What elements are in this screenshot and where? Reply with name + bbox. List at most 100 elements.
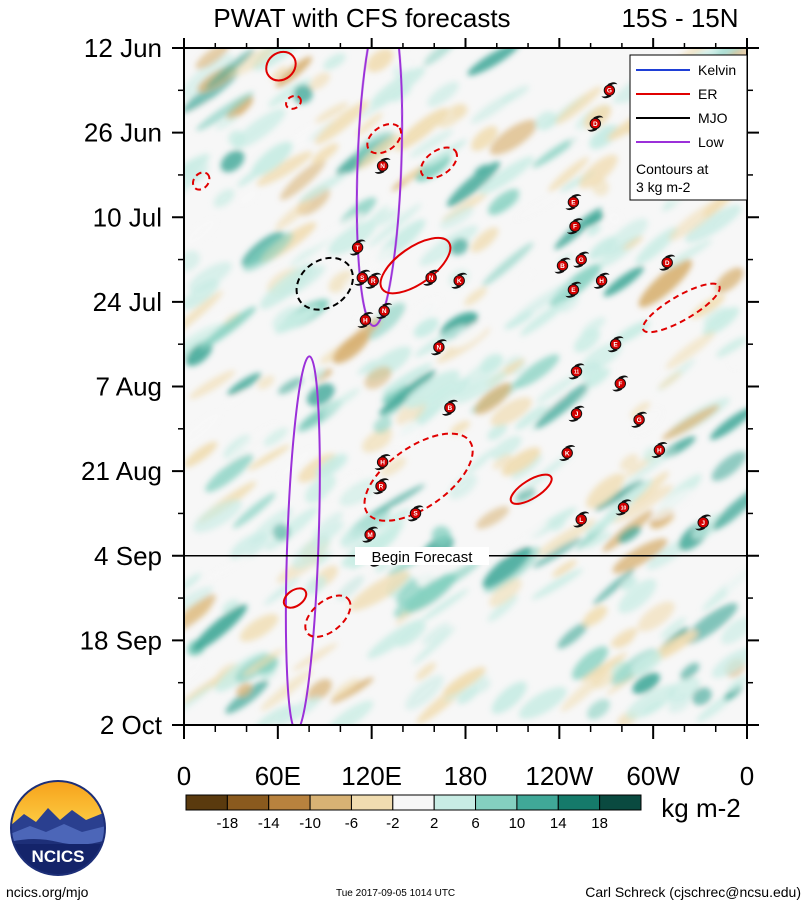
pwat-anomaly (605, 209, 623, 228)
pwat-anomaly (482, 546, 532, 588)
pwat-anomaly (312, 511, 343, 539)
pwat-anomaly (615, 636, 634, 649)
pwat-anomaly (184, 217, 218, 247)
pwat-anomaly (479, 156, 534, 195)
storm-symbol: G (573, 251, 590, 268)
pwat-anomaly (524, 450, 574, 491)
footer-author: Carl Schreck (cjschrec@ncsu.edu) (585, 884, 801, 900)
storm-dot (609, 338, 622, 350)
colorbar-tick-label: -6 (345, 815, 358, 832)
pwat-anomaly (421, 622, 450, 645)
storm-symbol: 11 (568, 363, 585, 380)
pwat-anomaly (489, 578, 522, 607)
colorbar-swatch (350, 794, 394, 811)
pwat-anomaly (501, 447, 541, 476)
pwat-anomaly (444, 674, 489, 702)
storm-dot (567, 284, 580, 296)
storm-symbol: H (651, 442, 668, 458)
pwat-anomaly (330, 677, 374, 704)
pwat-anomaly (680, 662, 700, 680)
colorbar-swatch (557, 794, 601, 811)
pwat-anomaly (632, 471, 669, 504)
storm-symbol: K (451, 272, 468, 289)
pwat-anomaly (532, 537, 582, 569)
colorbar-tick-label: -2 (386, 815, 399, 832)
storm-dot (614, 377, 626, 390)
pwat-anomaly (720, 617, 747, 645)
storm-symbol: J (695, 514, 712, 531)
pwat-anomaly (226, 96, 254, 120)
storm-dot (561, 447, 573, 459)
pwat-anomaly (448, 473, 478, 500)
pwat-anomaly (620, 576, 637, 591)
storm-label: J (701, 520, 705, 527)
y-tick-label: 26 Jun (84, 118, 162, 148)
pwat-anomaly (603, 266, 644, 297)
storm-dot (595, 275, 608, 287)
pwat-anomaly (412, 626, 456, 665)
pwat-anomaly (401, 168, 422, 184)
pwat-anomaly (404, 370, 460, 409)
footer-url[interactable]: ncics.org/mjo (6, 884, 89, 900)
pwat-anomaly (227, 48, 275, 77)
x-tick-label: 0 (740, 761, 754, 791)
pwat-anomaly (630, 401, 651, 419)
pwat-anomaly (370, 484, 425, 517)
pwat-anomaly (403, 295, 443, 327)
pwat-anomaly (594, 480, 644, 511)
mjo-contour (295, 256, 354, 311)
y-tick-label: 4 Sep (94, 541, 162, 571)
pwat-anomaly (355, 112, 383, 136)
pwat-anomaly (230, 532, 269, 561)
storm-dot (661, 256, 673, 269)
pwat-anomaly (635, 226, 679, 265)
legend: Kelvin ER MJO Low Contours at 3 kg m-2 (629, 54, 748, 201)
storm-dot (633, 414, 645, 426)
storm-label: D (593, 121, 598, 128)
pwat-anomaly (188, 261, 232, 292)
legend-note-2: 3 kg m-2 (636, 179, 691, 195)
pwat-anomaly (449, 238, 469, 256)
storm-dot (409, 507, 422, 520)
pwat-anomaly (490, 397, 532, 427)
x-tick-label: 0 (177, 761, 191, 791)
storm-dot (433, 341, 445, 353)
pwat-anomaly (491, 435, 522, 460)
storm-symbol: D (587, 115, 604, 132)
pwat-anomaly (579, 154, 618, 189)
pwat-anomaly (471, 126, 498, 151)
pwat-anomaly (555, 86, 602, 125)
pwat-anomaly (491, 681, 527, 714)
colorbar-tick-label: -10 (299, 815, 321, 832)
pwat-anomaly (239, 613, 279, 642)
pwat-anomaly (666, 677, 701, 703)
pwat-anomaly (632, 672, 660, 694)
storm-label: E (613, 342, 618, 349)
pwat-anomaly (471, 227, 499, 253)
storm-dot (453, 275, 465, 287)
pwat-anomaly (311, 143, 339, 165)
pwat-anomaly (536, 373, 579, 404)
storm-symbol: H (357, 312, 374, 328)
footer-timestamp: Tue 2017-09-05 1014 UTC (336, 888, 456, 899)
pwat-anomaly (364, 366, 392, 390)
legend-label: ER (698, 86, 717, 102)
storm-symbol: S (407, 505, 424, 522)
storm-dot (569, 220, 581, 233)
pwat-anomaly (559, 294, 579, 313)
pwat-anomaly (453, 358, 498, 397)
storm-symbol: L (573, 511, 590, 528)
colorbar-unit: kg m-2 (661, 793, 740, 823)
y-axis: 12 Jun 26 Jun 10 Jul 24 Jul 7 Aug 21 Aug 4 Sep… (80, 33, 759, 740)
pwat-anomaly (272, 523, 290, 541)
storm-dot (378, 305, 390, 317)
pwat-anomaly (184, 683, 214, 712)
storm-label: N (382, 308, 387, 315)
colorbar-swatch (309, 794, 352, 811)
pwat-anomaly (621, 448, 677, 488)
pwat-anomaly (470, 92, 515, 124)
pwat-field (184, 48, 747, 725)
pwat-anomaly (691, 687, 712, 706)
pwat-anomaly (205, 453, 254, 493)
pwat-anomaly (584, 511, 623, 536)
